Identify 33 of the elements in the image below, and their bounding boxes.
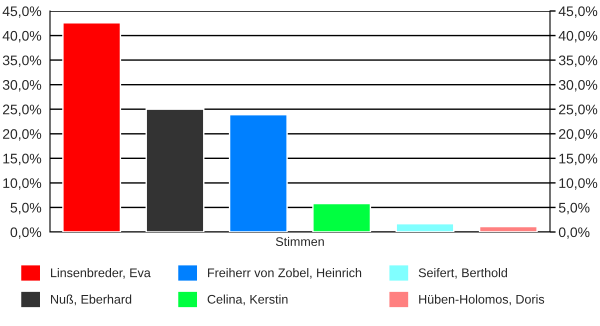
legend-label: Freiherr von Zobel, Heinrich: [208, 268, 362, 279]
legend-label: Seifert, Berthold: [418, 268, 507, 279]
text: 40,0%: [558, 30, 598, 42]
y-tick-label: 25,0%: [2, 104, 42, 116]
y-tick-label: 30,0%: [2, 80, 42, 92]
y-tick-label: 35,0%: [2, 55, 42, 67]
text: 30,0%: [558, 80, 598, 92]
legend-label: Nuß, Eberhard: [51, 294, 132, 306]
legend-label: Celina, Kerstin: [208, 294, 288, 306]
legend-label: Hüben-Holomos, Doris: [419, 294, 544, 306]
text: 0,0%: [558, 227, 590, 239]
text: 35,0%: [558, 55, 598, 67]
text: 15,0%: [559, 154, 598, 166]
bar: [312, 202, 372, 232]
x-tick-label: Stimmen: [276, 236, 324, 246]
text: 25,0%: [559, 104, 598, 116]
y-tick-label: 40,0%: [2, 30, 42, 42]
y-tick-label: 45,0%: [2, 6, 42, 18]
legend-label: Linsenbreder, Eva: [51, 268, 151, 279]
y-tick-label: 10,0%: [3, 178, 42, 190]
text: 45,0%: [558, 6, 598, 18]
text: 20,0%: [559, 129, 598, 141]
y-tick-label: 0,0%: [10, 227, 42, 239]
bar: [228, 114, 288, 232]
y-tick-label: 5,0%: [10, 202, 42, 214]
y-tick-label: 15,0%: [3, 154, 42, 166]
y-tick-label: 20,0%: [2, 129, 42, 141]
bar: [478, 226, 538, 232]
bar: [396, 222, 454, 232]
text: 10,0%: [559, 178, 598, 190]
text: 5,0%: [558, 202, 590, 214]
bar: [62, 22, 122, 232]
bar: [146, 108, 204, 232]
